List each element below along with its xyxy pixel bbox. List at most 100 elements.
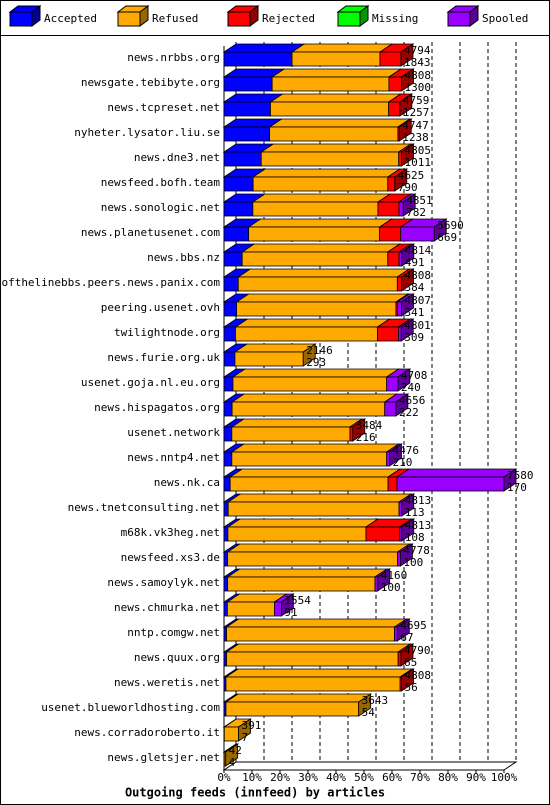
bar-top	[224, 668, 414, 678]
bar-side	[401, 518, 415, 542]
category-label: m68k.vk3heg.net	[121, 526, 220, 539]
total-label: 4814	[405, 244, 432, 257]
bar	[396, 276, 402, 292]
legend-label: Missing	[372, 12, 418, 25]
x-tick-label: 20%	[270, 771, 290, 784]
category-label: newsfeed.xs3.de	[121, 551, 220, 564]
bar	[377, 326, 399, 342]
bar-top	[251, 168, 402, 178]
category-label: news.nntp4.net	[127, 451, 220, 464]
category-label: news.nk.ca	[154, 476, 220, 489]
accepted-label: 1257	[403, 106, 430, 119]
bar	[388, 101, 401, 117]
total-label: 4805	[405, 144, 432, 157]
bar-side	[396, 618, 410, 642]
bar-side	[400, 318, 414, 342]
x-axis-label: Outgoing feeds (innfeed) by articles	[125, 786, 385, 800]
bar-top	[225, 643, 412, 653]
total-label: 4808	[405, 669, 432, 682]
bar-top	[226, 518, 380, 528]
x-tick-label: 60%	[382, 771, 402, 784]
x-tick-label: 50%	[354, 771, 374, 784]
x-tick-label: 80%	[438, 771, 458, 784]
total-label: 4808	[405, 269, 432, 282]
bar-side	[401, 68, 414, 92]
bar	[397, 651, 402, 667]
bar-top	[240, 243, 402, 253]
bar	[223, 326, 236, 342]
bar	[386, 451, 390, 467]
accepted-label: 100	[403, 556, 423, 569]
bar-side	[395, 393, 409, 417]
bar	[223, 151, 262, 167]
bar-top	[251, 193, 392, 203]
bar-side	[400, 643, 414, 667]
bar-top	[270, 68, 403, 78]
bar	[223, 501, 229, 517]
total-label: 4656	[399, 394, 426, 407]
accepted-label: 67	[400, 631, 413, 644]
bar	[227, 501, 400, 517]
bar	[226, 626, 395, 642]
total-label: 4790	[404, 644, 431, 657]
total-label: 4759	[403, 94, 430, 107]
bar-side	[503, 468, 517, 492]
legend-swatch	[9, 11, 33, 27]
bar	[223, 601, 228, 617]
bar-side	[401, 293, 414, 317]
bar-side	[358, 693, 372, 717]
x-tick-label: 10%	[242, 771, 262, 784]
bar	[234, 351, 304, 367]
category-label: usenet.network	[127, 426, 220, 439]
total-label: 4807	[405, 294, 432, 307]
bar	[227, 576, 376, 592]
bar-side	[225, 743, 239, 767]
bar	[387, 176, 396, 192]
bar-top	[226, 493, 413, 503]
bar	[379, 51, 402, 67]
bar	[252, 201, 379, 217]
legend-swatch	[227, 11, 251, 27]
bar	[236, 301, 397, 317]
accepted-label: 108	[405, 531, 425, 544]
bar	[223, 576, 229, 592]
total-label: 5690	[437, 219, 464, 232]
bar	[223, 451, 233, 467]
legend-swatch	[337, 11, 361, 27]
category-label: news.planetusenet.com	[81, 226, 220, 239]
bar	[379, 226, 402, 242]
bar-top	[228, 468, 402, 478]
category-label: news.quux.org	[134, 651, 220, 664]
legend-label: Spooled	[482, 12, 528, 25]
bar	[229, 476, 389, 492]
bar	[386, 376, 399, 392]
total-label: 4160	[381, 569, 408, 582]
bar-top	[235, 293, 410, 303]
category-label: newsfeed.bofh.team	[101, 176, 221, 189]
bar-top	[222, 43, 306, 53]
accepted-label: 1300	[405, 81, 432, 94]
bar-top	[236, 268, 411, 278]
bar-side	[400, 43, 414, 67]
total-label: 2146	[306, 344, 333, 357]
bar	[231, 451, 388, 467]
bar	[398, 501, 403, 517]
legend-label: Accepted	[44, 12, 97, 25]
category-label: news.weretis.net	[114, 676, 220, 689]
bar-side	[397, 368, 411, 392]
total-label: 4813	[405, 494, 432, 507]
category-label: news.hispagatos.org	[94, 401, 220, 414]
bar-top	[234, 318, 391, 328]
accepted-label: 790	[398, 181, 418, 194]
accepted-label: 170	[507, 481, 527, 494]
accepted-label: 216	[356, 431, 376, 444]
category-label: nntp.comgw.net	[127, 626, 220, 639]
category-label: usenet.blueworldhosting.com	[41, 701, 220, 714]
total-label: 4747	[402, 119, 429, 132]
category-label: endofthelinebbs.peers.news.panix.com	[0, 276, 220, 289]
x-tick-label: 30%	[298, 771, 318, 784]
bar	[223, 51, 293, 67]
bar-side	[401, 493, 415, 517]
bar	[374, 576, 379, 592]
legend-swatch	[117, 11, 141, 27]
